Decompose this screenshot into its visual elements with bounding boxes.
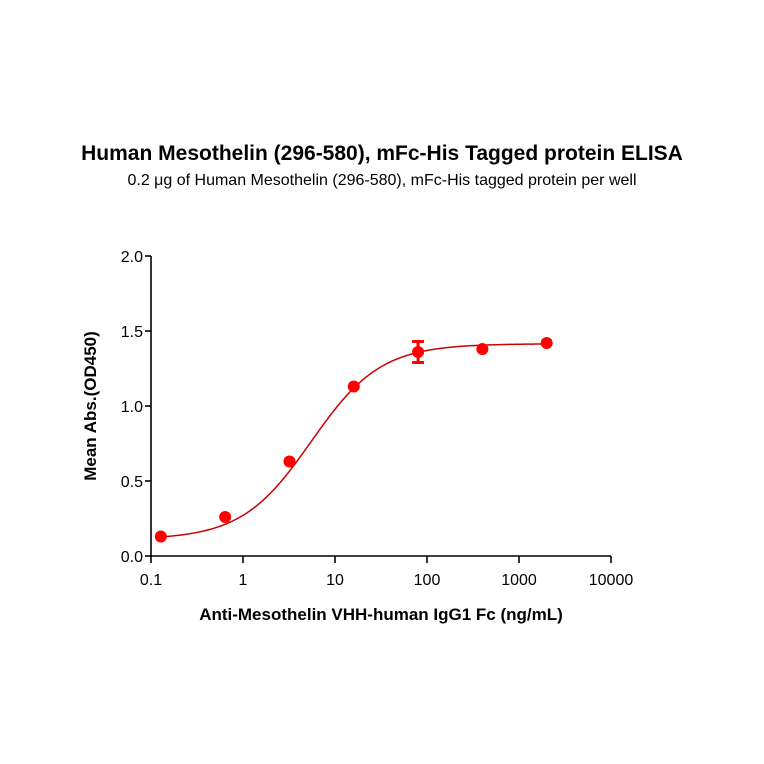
- y-tick-label: 0.5: [121, 474, 143, 491]
- data-point: [283, 455, 296, 468]
- data-point: [412, 346, 425, 358]
- data-point: [154, 530, 167, 543]
- data-points: [154, 337, 553, 543]
- chart-subtitle: 0.2 μg of Human Mesothelin (296-580), mF…: [127, 172, 637, 189]
- data-point: [476, 343, 489, 355]
- y-tick-label: 1.0: [121, 399, 143, 416]
- x-tick-label: 1: [239, 572, 248, 589]
- x-tick-label: 10: [326, 572, 344, 589]
- y-tick-label: 0.0: [121, 549, 143, 566]
- y-tick-label: 2.0: [121, 249, 143, 266]
- data-point: [347, 380, 360, 393]
- x-axis-title: Anti-Mesothelin VHH-human IgG1 Fc (ng/mL…: [199, 605, 563, 624]
- x-tick-label: 1000: [501, 572, 537, 589]
- x-tick-label: 10000: [589, 572, 634, 589]
- data-point: [219, 511, 232, 523]
- chart-title: Human Mesothelin (296-580), mFc-His Tagg…: [81, 142, 683, 165]
- x-tick-label: 0.1: [140, 572, 162, 589]
- y-tick-label: 1.5: [121, 324, 143, 341]
- data-point: [540, 337, 553, 349]
- x-tick-label: 100: [414, 572, 441, 589]
- axes: 0.0 0.5 1.0 1.5 2.0 0.1 1 10 100 1000 10000: [121, 249, 634, 589]
- y-axis-title: Mean Abs.(OD450): [81, 331, 100, 481]
- fit-curve: [160, 343, 547, 538]
